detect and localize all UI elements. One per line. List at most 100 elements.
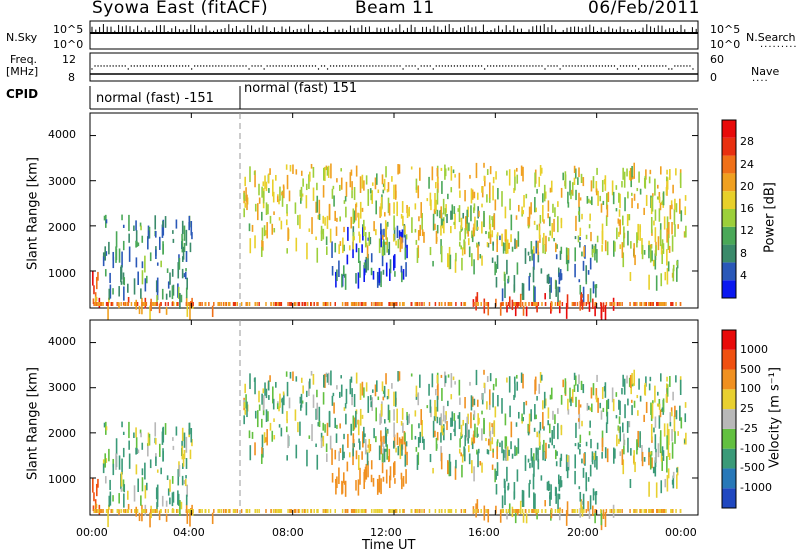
power-cell [518, 302, 520, 306]
velocity-cell [547, 420, 549, 426]
power-cell [286, 174, 289, 190]
velocity-cell [325, 372, 328, 378]
velocity-cell [234, 509, 236, 513]
power-cell [283, 186, 285, 199]
velocity-ytick-4000: 4000 [48, 335, 76, 348]
power-cell [279, 186, 281, 201]
velocity-cell [480, 509, 482, 513]
velocity-cell [404, 442, 407, 455]
freq-dot [335, 65, 338, 67]
freq-dot [112, 65, 114, 67]
power-cell [436, 188, 439, 205]
velocity-cell [554, 449, 557, 460]
power-cell [552, 203, 554, 213]
freq-dot [109, 65, 111, 67]
power-cell [534, 197, 536, 213]
power-cell [164, 302, 167, 306]
velocity-cell [320, 437, 323, 448]
velocity-cell [338, 451, 340, 461]
velocity-cell [312, 394, 315, 408]
power-cell [109, 284, 112, 299]
freq-dot [474, 65, 477, 67]
power-cell [664, 271, 667, 281]
power-cell [660, 244, 663, 255]
velocity-cell [175, 509, 178, 513]
velocity-cell [149, 509, 152, 513]
power-cell [618, 209, 621, 217]
power-cell [395, 302, 398, 306]
velocity-cell [417, 437, 420, 448]
power-cell [262, 191, 265, 204]
power-cell [675, 302, 677, 306]
power-cell [463, 302, 465, 306]
power-cell [234, 302, 236, 306]
power-cell [464, 302, 467, 306]
velocity-cell [530, 409, 532, 422]
velocity-cell [243, 402, 246, 408]
velocity-cell [492, 449, 494, 453]
velocity-cell [380, 430, 382, 442]
power-cell [108, 288, 111, 300]
freq-dot [224, 65, 226, 67]
power-cell [269, 168, 271, 175]
power-cell [674, 198, 676, 210]
velocity-cell [376, 478, 379, 495]
velocity-cell [464, 509, 467, 513]
velocity-cb-swatch [722, 409, 736, 429]
power-cell [265, 202, 268, 216]
velocity-cell [342, 444, 344, 461]
velocity-cell [433, 416, 436, 421]
velocity-cell [590, 387, 593, 399]
velocity-cell [587, 501, 589, 512]
power-cell [297, 302, 300, 306]
power-cell [672, 184, 674, 194]
power-cell [366, 245, 369, 259]
power-cell [118, 302, 120, 309]
velocity-cell [436, 374, 439, 384]
velocity-cell [149, 512, 151, 528]
velocity-cell [436, 416, 439, 424]
velocity-cell [496, 446, 498, 460]
power-cell [492, 242, 494, 246]
velocity-cell [158, 510, 161, 521]
freq-dot [613, 65, 616, 67]
velocity-cell [380, 410, 382, 424]
power-cell [95, 302, 98, 306]
velocity-cell [447, 460, 449, 475]
date-label: 06/Feb/2011 [588, 0, 700, 18]
power-cell [353, 187, 356, 200]
power-cell [567, 191, 569, 204]
power-cell [574, 168, 577, 179]
freq-dot [559, 68, 561, 70]
velocity-cell [575, 396, 577, 408]
velocity-cell [655, 452, 657, 463]
velocity-cell [423, 438, 425, 450]
power-cell [181, 268, 184, 279]
power-cell [358, 234, 361, 243]
power-cell [389, 302, 392, 306]
power-cell [553, 237, 555, 242]
velocity-cell [439, 417, 441, 426]
velocity-cell [508, 376, 511, 393]
power-cell [345, 181, 348, 197]
freq-dot [203, 65, 205, 67]
power-cell [530, 241, 533, 254]
freq-dot [671, 68, 673, 70]
power-cb-swatch [722, 191, 736, 209]
velocity-cell [522, 490, 525, 507]
power-cell [580, 173, 583, 184]
velocity-cell [253, 378, 256, 382]
velocity-cell [659, 436, 662, 454]
velocity-cell [429, 453, 432, 463]
power-cell [243, 208, 245, 218]
velocity-cell [341, 509, 344, 513]
velocity-cell [184, 478, 187, 487]
velocity-cell [136, 509, 139, 513]
power-cell [643, 250, 646, 255]
velocity-cell [143, 509, 146, 513]
power-cell [341, 273, 343, 288]
power-cell [386, 221, 389, 227]
velocity-cell [507, 509, 510, 513]
power-cell [595, 188, 598, 196]
power-cb-swatch [722, 155, 736, 174]
